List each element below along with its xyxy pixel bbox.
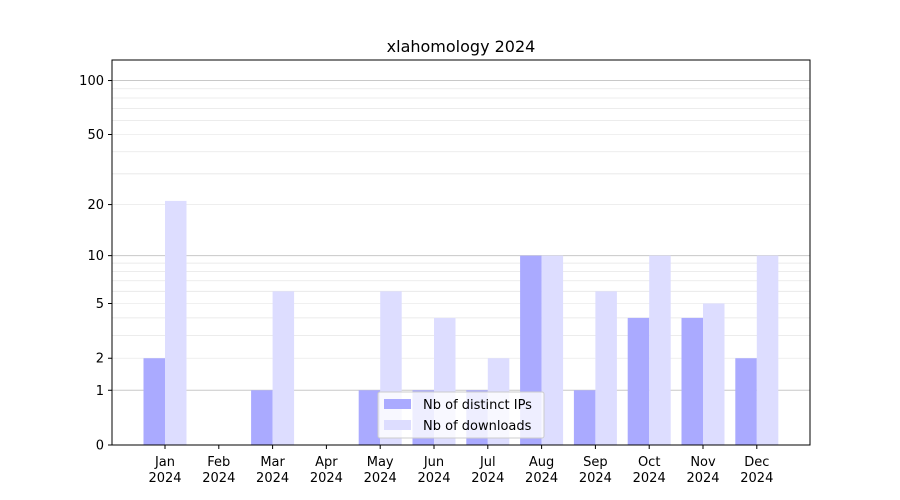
x-tick-label-year: 2024	[310, 471, 343, 486]
x-tick-label-month: Oct	[638, 455, 660, 470]
x-tick-label-month: Jun	[423, 455, 444, 470]
bar-downloads	[649, 255, 671, 445]
legend-swatch-downloads	[384, 420, 411, 430]
legend: Nb of distinct IPs Nb of downloads	[377, 391, 545, 439]
x-tick-label-month: Dec	[744, 455, 769, 470]
bar-distinct-ips	[627, 317, 650, 445]
x-tick-label-year: 2024	[148, 471, 181, 486]
x-tick-label-year: 2024	[633, 471, 666, 486]
legend-label-distinct-ips: Nb of distinct IPs	[423, 398, 532, 413]
x-tick-label-month: Apr	[315, 455, 338, 470]
x-tick-label-month: Feb	[207, 455, 230, 470]
y-tick-label: 50	[87, 128, 104, 143]
legend-label-downloads: Nb of downloads	[423, 419, 532, 434]
y-tick-label: 20	[87, 198, 104, 213]
x-tick-label-month: Nov	[690, 455, 716, 470]
x-tick-label-month: Aug	[529, 455, 554, 470]
x-tick-label-year: 2024	[364, 471, 397, 486]
bar-downloads	[756, 255, 779, 445]
y-tick-label: 1	[96, 384, 104, 399]
bar-distinct-ips	[251, 390, 273, 445]
x-tick-label-month: Sep	[583, 455, 608, 470]
chart-title: xlahomology 2024	[387, 37, 536, 56]
bar-downloads	[165, 200, 187, 445]
bar-distinct-ips	[735, 358, 757, 445]
bar-downloads	[541, 255, 564, 445]
y-tick-label: 5	[96, 297, 104, 312]
bar-downloads	[703, 303, 725, 445]
x-tick-label-year: 2024	[202, 471, 235, 486]
x-tick-label-year: 2024	[740, 471, 773, 486]
bar-distinct-ips	[358, 390, 381, 445]
x-tick-label-year: 2024	[686, 471, 719, 486]
x-tick-label-year: 2024	[417, 471, 450, 486]
x-tick-label-month: May	[367, 455, 394, 470]
bars	[143, 200, 779, 445]
bar-distinct-ips	[681, 317, 703, 445]
x-tick-label-year: 2024	[579, 471, 612, 486]
y-tick-label: 100	[79, 74, 104, 89]
y-tick-label: 0	[96, 439, 104, 454]
x-axis: Jan2024Feb2024Mar2024Apr2024May2024Jun20…	[148, 445, 773, 486]
grid	[112, 80, 810, 446]
x-tick-label-month: Jan	[154, 455, 175, 470]
bar-distinct-ips	[573, 390, 596, 445]
y-axis: 0 1 2 5 10 20 50 100	[79, 74, 112, 454]
y-tick-label: 10	[87, 249, 104, 264]
legend-swatch-distinct-ips	[384, 399, 411, 409]
y-tick-label: 2	[96, 352, 104, 367]
legend-box	[377, 391, 545, 439]
x-tick-label-month: Jul	[479, 455, 496, 470]
x-tick-label-year: 2024	[471, 471, 504, 486]
x-tick-label-year: 2024	[256, 471, 289, 486]
bar-downloads	[272, 291, 295, 445]
x-tick-label-year: 2024	[525, 471, 558, 486]
bar-distinct-ips	[143, 358, 165, 445]
x-tick-label-month: Mar	[260, 455, 285, 470]
plot-frame	[111, 59, 811, 446]
bar-downloads	[595, 291, 617, 445]
